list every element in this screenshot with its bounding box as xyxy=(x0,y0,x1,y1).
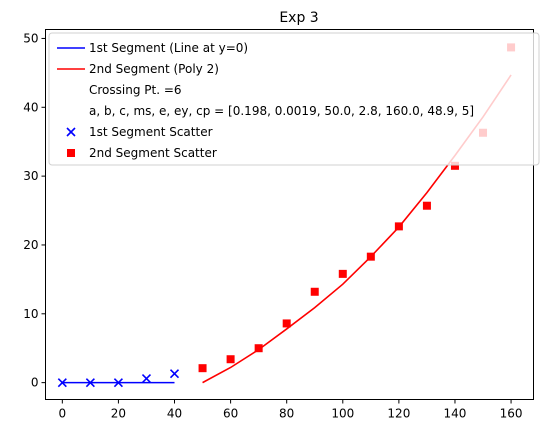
legend-label: 2nd Segment Scatter xyxy=(89,146,217,160)
legend: 1st Segment (Line at y=0) 2nd Segment (Po… xyxy=(48,32,540,166)
scatter-point-square xyxy=(450,161,459,170)
chart-title: Exp 3 xyxy=(279,10,318,26)
y-tick-label: 40 xyxy=(23,100,38,114)
legend-label: a, b, c, ms, e, ey, cp = [0.198, 0.0019,… xyxy=(89,104,474,118)
scatter-point-square xyxy=(338,269,347,278)
scatter-point-square xyxy=(226,355,235,364)
y-tick-label: 30 xyxy=(23,169,38,183)
x-tick-label: 160 xyxy=(500,407,523,421)
scatter-point-x xyxy=(113,378,123,388)
x-tick-label: 120 xyxy=(387,407,410,421)
scatter-point-x xyxy=(141,373,152,384)
scatter-point-square xyxy=(198,364,207,373)
legend-label: Crossing Pt. =6 xyxy=(89,83,182,97)
legend-label: 2nd Segment (Poly 2) xyxy=(89,62,219,76)
legend-square-marker xyxy=(67,149,75,157)
scatter-point-square xyxy=(282,319,291,328)
x-tick-label: 0 xyxy=(59,407,67,421)
y-tick-label: 20 xyxy=(23,238,38,252)
x-tick-label: 80 xyxy=(279,407,294,421)
legend-label: 1st Segment Scatter xyxy=(89,125,213,139)
scatter-point-x xyxy=(85,378,95,388)
legend-x-marker xyxy=(66,127,76,137)
y-tick-label: 50 xyxy=(23,31,38,45)
x-tick-label: 20 xyxy=(111,407,126,421)
x-tick-label: 40 xyxy=(167,407,182,421)
scatter-point-square xyxy=(254,344,263,353)
legend-label: 1st Segment (Line at y=0) xyxy=(89,41,248,55)
scatter-point-square xyxy=(394,222,403,231)
x-tick-label: 100 xyxy=(331,407,354,421)
scatter-point-x xyxy=(169,369,180,379)
y-axis: 0 10 20 30 40 50 xyxy=(23,31,46,390)
legend-box xyxy=(48,32,540,166)
x-tick-label: 60 xyxy=(223,407,238,421)
x-axis: 0 20 40 60 80 100 120 140 160 xyxy=(59,399,523,421)
x-tick-label: 140 xyxy=(444,407,467,421)
scatter-point-square xyxy=(366,252,375,261)
y-tick-label: 10 xyxy=(23,307,38,321)
scatter-point-square xyxy=(310,287,319,296)
y-tick-label: 0 xyxy=(31,376,39,390)
axes-frame xyxy=(45,29,534,400)
scatter-point-x xyxy=(57,378,67,388)
scatter-point-square xyxy=(422,201,431,210)
